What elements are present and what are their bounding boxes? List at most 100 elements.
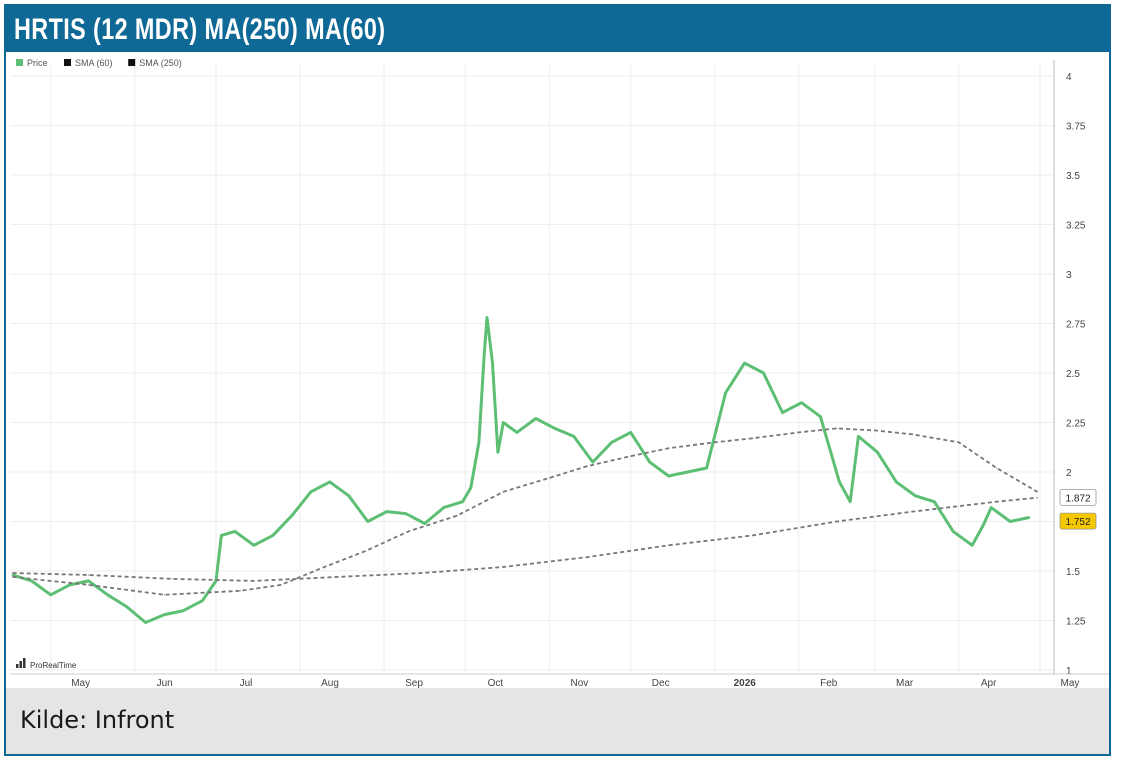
sma-point bbox=[958, 441, 960, 443]
price-point bbox=[144, 621, 147, 624]
sma-point bbox=[421, 572, 423, 574]
price-point bbox=[30, 579, 33, 583]
y-tick-label: 3.5 bbox=[1066, 171, 1080, 182]
chart-frame: HRTIS (12 MDR) MA(250) MA(60) 1 1.25 1.5 1.… bbox=[4, 4, 1111, 756]
price-point bbox=[648, 460, 651, 464]
price-point bbox=[849, 500, 852, 503]
price-point bbox=[49, 593, 52, 596]
sma-point bbox=[88, 574, 90, 576]
price-point bbox=[469, 486, 472, 490]
y-tick-label: 2.5 bbox=[1066, 369, 1080, 380]
price-point bbox=[106, 593, 109, 596]
price-point bbox=[705, 466, 708, 470]
x-tick-label: Nov bbox=[570, 678, 588, 688]
price-point bbox=[328, 480, 332, 484]
sma-point bbox=[12, 576, 14, 578]
sma-last-badge: 1.872 bbox=[1059, 488, 1097, 506]
price-point bbox=[933, 500, 936, 503]
y-tick-label: 1.25 bbox=[1066, 617, 1086, 628]
price-point bbox=[819, 415, 822, 418]
badge-box bbox=[1059, 512, 1097, 530]
sma-point bbox=[364, 550, 366, 552]
y-tick-label: 2 bbox=[1066, 468, 1072, 479]
sma-point bbox=[1036, 491, 1038, 493]
price-point bbox=[1008, 520, 1012, 523]
price-point bbox=[385, 510, 388, 513]
sma-point bbox=[239, 590, 241, 592]
price-point bbox=[366, 520, 369, 523]
price-point bbox=[553, 427, 557, 430]
price-point bbox=[572, 435, 575, 438]
price-point bbox=[895, 480, 898, 484]
legend-swatch bbox=[128, 59, 136, 66]
price-point bbox=[252, 544, 256, 547]
sma-point bbox=[668, 447, 670, 449]
sma-point bbox=[253, 580, 255, 582]
x-tick-label: May bbox=[71, 678, 90, 688]
price-point bbox=[591, 460, 594, 464]
price-point bbox=[163, 613, 166, 616]
sma-point bbox=[280, 584, 282, 586]
y-tick-label: 1 bbox=[1066, 666, 1072, 677]
price-point bbox=[502, 421, 505, 424]
legend-swatch bbox=[64, 59, 71, 66]
x-tick-label: 2026 bbox=[734, 678, 757, 688]
price-point bbox=[309, 490, 313, 493]
price-point bbox=[11, 573, 14, 577]
brand-bars bbox=[23, 658, 26, 668]
price-point bbox=[876, 451, 879, 454]
sma-point bbox=[323, 566, 326, 568]
sma-point bbox=[456, 514, 458, 517]
source-text: Kilde: Infront bbox=[20, 706, 175, 734]
brand-label: ProRealTime bbox=[30, 661, 77, 670]
x-tick-label: Mar bbox=[896, 678, 914, 688]
price-point bbox=[971, 544, 974, 547]
price-point bbox=[477, 441, 481, 444]
price-point bbox=[857, 435, 860, 438]
price-point bbox=[347, 494, 351, 497]
price-point bbox=[724, 391, 727, 394]
x-tick-label: Sep bbox=[405, 678, 423, 688]
price-point bbox=[220, 534, 223, 537]
price-point bbox=[762, 371, 765, 375]
x-tick-label: Apr bbox=[981, 678, 997, 688]
price-chart: 1 1.25 1.5 1.752 2.25 2.5 2.75 3 3.25 3.5 3.75 4 May… bbox=[10, 54, 1109, 688]
sma-point bbox=[714, 441, 716, 443]
x-tick-label: Jun bbox=[157, 678, 173, 688]
sma-point bbox=[586, 556, 588, 558]
sma-point bbox=[911, 511, 914, 513]
sma-point bbox=[996, 501, 998, 503]
price-point bbox=[629, 431, 632, 434]
sma-point bbox=[630, 455, 632, 457]
price-point bbox=[981, 524, 985, 527]
y-tick-label: 4 bbox=[1066, 72, 1072, 83]
brand-bars bbox=[16, 664, 19, 668]
sma-point bbox=[836, 520, 838, 523]
price-point bbox=[461, 500, 464, 503]
price-point bbox=[781, 411, 784, 414]
sma-point bbox=[752, 437, 754, 439]
price-point bbox=[182, 609, 185, 612]
x-tick-label: Dec bbox=[652, 678, 670, 688]
price-point bbox=[442, 506, 445, 509]
badge-label: 1.872 bbox=[1065, 493, 1090, 504]
price-point bbox=[423, 522, 426, 525]
y-tick-label: 3.25 bbox=[1066, 221, 1086, 232]
price-point bbox=[87, 579, 90, 583]
brand-bars bbox=[19, 661, 22, 668]
legend-label: SMA (250) bbox=[139, 58, 182, 68]
sma-point bbox=[548, 477, 550, 479]
x-tick-label: Jul bbox=[240, 678, 253, 688]
x-tick-label: May bbox=[1061, 678, 1080, 688]
legend-label: Price bbox=[27, 58, 48, 68]
sma-point bbox=[668, 544, 670, 546]
price-point bbox=[491, 361, 494, 365]
price-point bbox=[483, 352, 486, 355]
price-point bbox=[838, 480, 841, 484]
price-point bbox=[404, 512, 407, 515]
chart-title: HRTIS (12 MDR) MA(250) MA(60) bbox=[14, 13, 386, 46]
plot-background bbox=[10, 54, 1109, 688]
price-point bbox=[1027, 516, 1031, 519]
x-tick-label: Aug bbox=[321, 678, 339, 688]
sma-point bbox=[798, 431, 800, 433]
